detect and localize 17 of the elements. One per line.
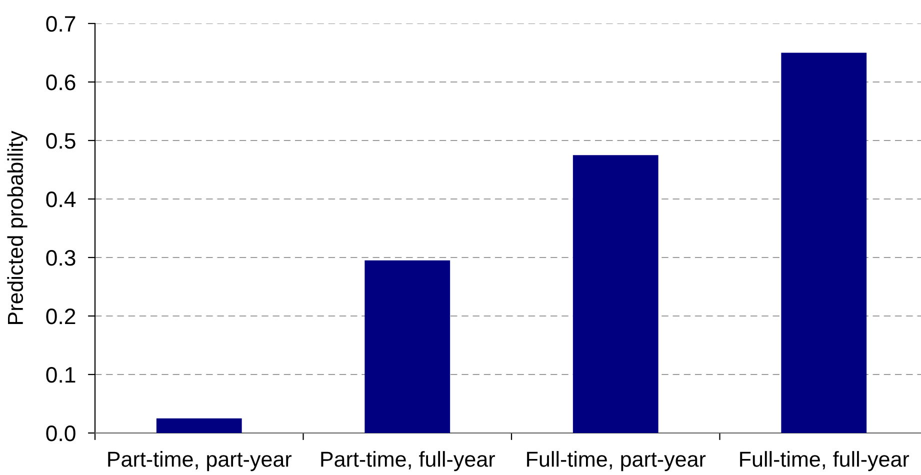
x-tick-label: Part-time, part-year: [108, 451, 292, 472]
y-tick-label: 0.5: [46, 133, 76, 149]
y-tick-label: 0.2: [46, 308, 76, 324]
bar: [572, 155, 658, 433]
bar: [156, 418, 242, 433]
y-tick-label: 0.4: [46, 192, 76, 208]
x-tick-label: Full-time, part-year: [527, 451, 706, 472]
x-tick-label: Full-time, full-year: [740, 451, 910, 472]
y-tick-label: 0.6: [46, 74, 76, 90]
y-tick-label: 0.7: [46, 16, 76, 32]
y-axis-title: Predicted probability: [7, 130, 28, 324]
x-tick-label: Part-time, full-year: [321, 451, 495, 472]
y-tick-label: 0.3: [46, 250, 76, 266]
y-tick-label: 0.1: [46, 367, 76, 383]
bar: [364, 260, 450, 433]
y-tick-label: 0.0: [46, 426, 76, 442]
bar: [781, 52, 867, 433]
